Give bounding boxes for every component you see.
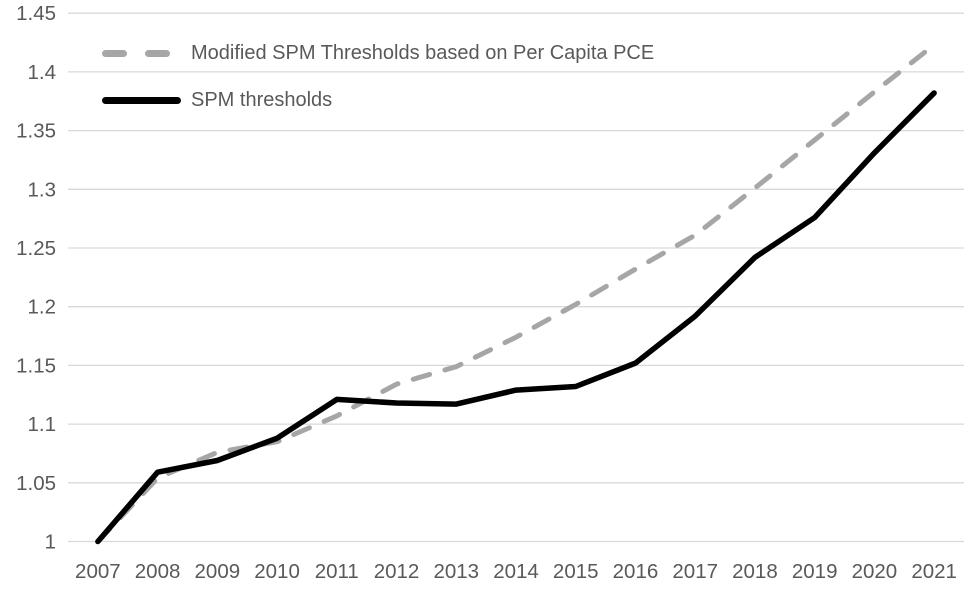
x-tick-label: 2012 <box>374 560 420 583</box>
y-tick-label: 1.15 <box>16 354 56 377</box>
x-tick-label: 2020 <box>852 560 898 583</box>
y-tick-label: 1.45 <box>16 2 56 25</box>
y-tick-label: 1 <box>45 531 56 554</box>
series-line-1 <box>95 90 937 545</box>
y-tick-label: 1.25 <box>16 237 56 260</box>
x-tick-label: 2015 <box>553 560 599 583</box>
x-tick-label: 2016 <box>613 560 659 583</box>
y-tick-label: 1.2 <box>28 296 57 319</box>
x-tick-label: 2018 <box>732 560 778 583</box>
legend-dash-icon <box>145 49 170 57</box>
legend: Modified SPM Thresholds based on Per Cap… <box>102 39 654 114</box>
solid-line-sample <box>102 96 182 104</box>
y-tick-label: 1.05 <box>16 472 56 495</box>
y-tick-label: 1.1 <box>28 413 57 436</box>
legend-item-spm-thresholds: SPM thresholds <box>102 86 654 114</box>
x-tick-label: 2013 <box>433 560 479 583</box>
legend-solid-icon <box>102 96 181 104</box>
y-tick-label: 1.35 <box>16 120 56 143</box>
x-tick-label: 2019 <box>792 560 838 583</box>
x-tick-label: 2011 <box>315 560 359 583</box>
x-tick-label: 2021 <box>911 560 957 583</box>
legend-dash-icon <box>102 49 127 57</box>
legend-label-modified-spm: Modified SPM Thresholds based on Per Cap… <box>191 42 655 64</box>
x-tick-label: 2017 <box>672 560 718 583</box>
y-tick-label: 1.3 <box>28 178 57 201</box>
x-tick-label: 2007 <box>75 560 121 583</box>
x-tick-label: 2008 <box>135 560 181 583</box>
x-tick-label: 2009 <box>195 560 241 583</box>
y-tick-label: 1.4 <box>28 61 57 84</box>
x-tick-label: 2014 <box>493 560 539 583</box>
legend-label-spm-thresholds: SPM thresholds <box>191 89 333 111</box>
dashed-line-sample <box>102 49 182 57</box>
x-tick-label: 2010 <box>254 560 300 583</box>
series-line-0 <box>95 42 937 544</box>
legend-item-modified-spm: Modified SPM Thresholds based on Per Cap… <box>102 39 654 67</box>
